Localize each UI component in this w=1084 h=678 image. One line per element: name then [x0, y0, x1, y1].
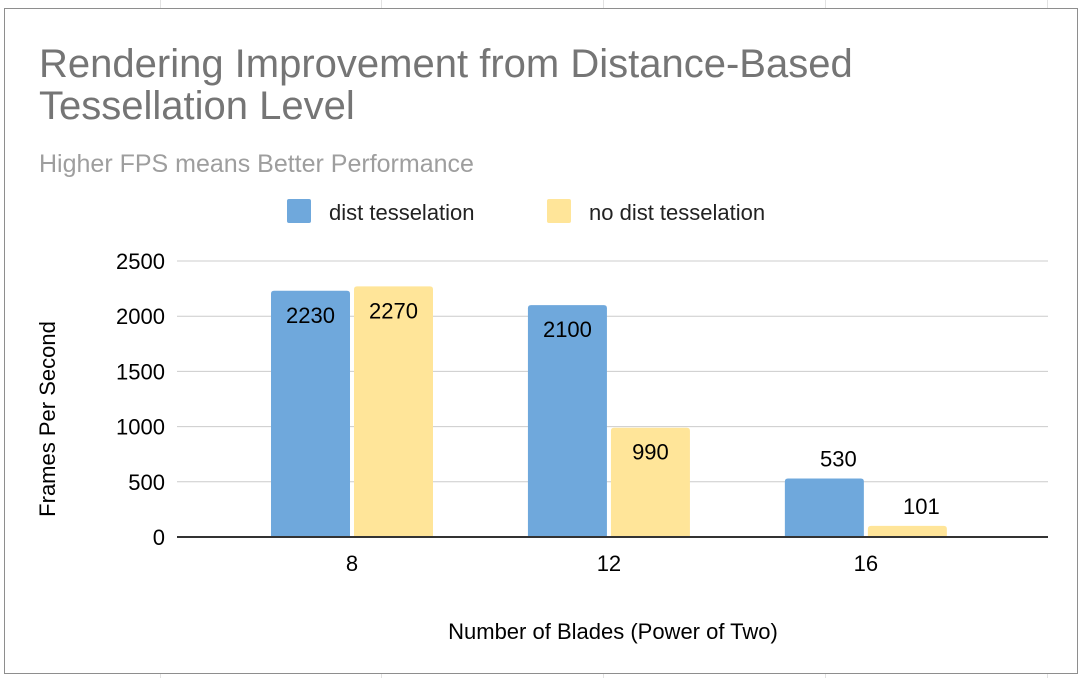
bar-dist-tesselation-16[interactable] — [784, 478, 864, 537]
legend-swatch — [287, 199, 311, 223]
chart-subtitle: Higher FPS means Better Performance — [39, 150, 474, 178]
x-axis-ticks: 8 12 16 — [346, 551, 878, 576]
legend-label: dist tesselation — [329, 200, 475, 225]
x-axis-title: Number of Blades (Power of Two) — [448, 619, 778, 644]
data-label: 2270 — [369, 298, 418, 323]
x-tick-label: 12 — [597, 551, 621, 576]
chart-container[interactable]: Rendering Improvement from Distance-Base… — [4, 8, 1078, 674]
chart-title: Rendering Improvement from Distance-Base… — [39, 42, 853, 128]
bar-dist-tesselation-8[interactable] — [271, 290, 350, 537]
data-label: 2100 — [543, 317, 592, 342]
bar-no-dist-tesselation-8[interactable] — [354, 286, 433, 537]
bars — [271, 286, 947, 537]
y-tick-label: 1500 — [116, 359, 165, 384]
data-label: 990 — [632, 440, 669, 465]
y-tick-label: 2000 — [116, 304, 165, 329]
bar-no-dist-tesselation-16[interactable] — [867, 525, 947, 537]
data-label: 2230 — [286, 303, 335, 328]
data-label: 530 — [820, 446, 857, 471]
legend: dist tesselation no dist tesselation — [287, 199, 765, 225]
y-axis-ticks: 0 500 1000 1500 2000 2500 — [116, 249, 165, 550]
data-label: 101 — [903, 494, 940, 519]
legend-label: no dist tesselation — [589, 200, 765, 225]
y-tick-label: 500 — [128, 470, 165, 495]
y-tick-label: 0 — [153, 525, 165, 550]
legend-swatch — [547, 199, 571, 223]
y-axis-title: Frames Per Second — [35, 321, 60, 517]
data-labels: 2230 2270 2100 990 530 101 — [286, 298, 940, 518]
bar-dist-tesselation-12[interactable] — [527, 305, 607, 537]
x-tick-label: 16 — [854, 551, 878, 576]
bar-no-dist-tesselation-12[interactable] — [610, 427, 690, 537]
y-tick-label: 1000 — [116, 415, 165, 440]
bar-chart-plot: dist tesselation no dist tesselation 0 500… — [35, 199, 1048, 644]
y-tick-label: 2500 — [116, 249, 165, 274]
x-tick-label: 8 — [346, 551, 358, 576]
